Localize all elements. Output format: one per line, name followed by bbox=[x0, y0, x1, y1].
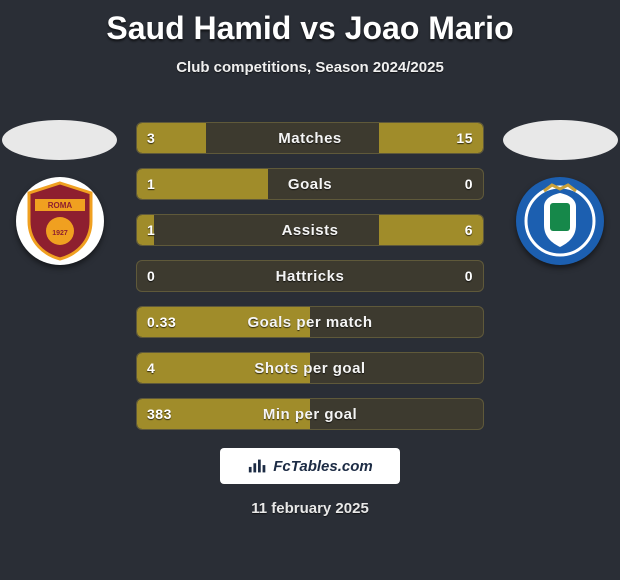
stat-value-right: 0 bbox=[465, 169, 473, 199]
bars-icon bbox=[247, 457, 269, 475]
stat-value-right: 6 bbox=[465, 215, 473, 245]
stat-row: 1 Assists 6 bbox=[136, 214, 484, 246]
page-title: Saud Hamid vs Joao Mario bbox=[0, 0, 620, 47]
player1-silhouette bbox=[2, 120, 117, 160]
stat-row: 0.33 Goals per match bbox=[136, 306, 484, 338]
player2-silhouette bbox=[503, 120, 618, 160]
stat-label: Hattricks bbox=[137, 261, 483, 291]
shield-icon: ROMA 1927 bbox=[25, 181, 95, 261]
player2-club-crest: FCP bbox=[516, 177, 604, 265]
stat-row: 4 Shots per goal bbox=[136, 352, 484, 384]
stat-row: 0 Hattricks 0 bbox=[136, 260, 484, 292]
player1-club-crest: ROMA 1927 bbox=[16, 177, 104, 265]
stat-row: 1 Goals 0 bbox=[136, 168, 484, 200]
stat-label: Goals bbox=[137, 169, 483, 199]
svg-text:1927: 1927 bbox=[52, 230, 68, 237]
shield-icon: FCP bbox=[524, 181, 596, 261]
stats-panel: 3 Matches 15 1 Goals 0 1 Assists 6 0 Hat… bbox=[136, 122, 484, 444]
stat-label: Matches bbox=[137, 123, 483, 153]
stat-row: 3 Matches 15 bbox=[136, 122, 484, 154]
stat-value-right: 15 bbox=[456, 123, 473, 153]
svg-text:ROMA: ROMA bbox=[48, 201, 73, 210]
stat-row: 383 Min per goal bbox=[136, 398, 484, 430]
brand-logo[interactable]: FcTables.com bbox=[220, 448, 400, 484]
subtitle: Club competitions, Season 2024/2025 bbox=[0, 59, 620, 76]
brand-text: FcTables.com bbox=[273, 458, 372, 475]
stat-label: Assists bbox=[137, 215, 483, 245]
stat-label: Goals per match bbox=[137, 307, 483, 337]
stat-label: Shots per goal bbox=[137, 353, 483, 383]
svg-text:FCP: FCP bbox=[550, 231, 570, 242]
date-text: 11 february 2025 bbox=[0, 500, 620, 517]
stat-label: Min per goal bbox=[137, 399, 483, 429]
stat-value-right: 0 bbox=[465, 261, 473, 291]
